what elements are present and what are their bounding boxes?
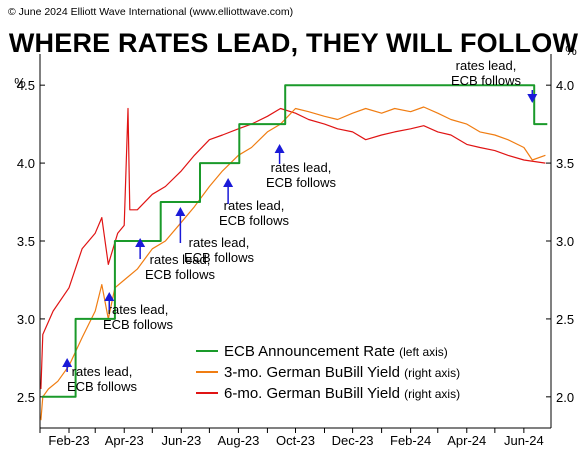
annotation-text: ECB follows bbox=[67, 379, 138, 394]
right-tick-label: 2.0 bbox=[556, 390, 574, 405]
x-tick-label: Feb-23 bbox=[48, 433, 89, 448]
annotation-text: ECB follows bbox=[184, 250, 255, 265]
annotation-arrow-head bbox=[223, 178, 234, 187]
series-line-ecb-rate bbox=[41, 84, 548, 398]
annotation-text: ECB follows bbox=[451, 73, 522, 88]
left-tick-label: 4.5 bbox=[17, 78, 35, 93]
legend-label: ECB Announcement Rate (left axis) bbox=[224, 343, 448, 360]
x-tick-label: Jun-23 bbox=[161, 433, 201, 448]
legend-axis-note: (left axis) bbox=[399, 345, 448, 359]
x-tick-label: Feb-24 bbox=[390, 433, 431, 448]
right-tick-label: 3.5 bbox=[556, 156, 574, 171]
annotation-arrow-head bbox=[527, 94, 538, 103]
right-tick-label: 4.0 bbox=[556, 78, 574, 93]
left-axis-unit: % bbox=[14, 75, 26, 90]
left-tick-label: 3.5 bbox=[17, 234, 35, 249]
annotation-text: rates lead, bbox=[456, 58, 517, 73]
legend-label: 6-mo. German BuBill Yield (right axis) bbox=[224, 385, 460, 402]
right-tick-label: 2.5 bbox=[556, 312, 574, 327]
right-tick-label: 3.0 bbox=[556, 234, 574, 249]
annotation-text: ECB follows bbox=[103, 317, 174, 332]
annotation-text: rates lead, bbox=[271, 160, 332, 175]
legend-axis-note: (right axis) bbox=[404, 366, 460, 380]
annotation-text: ECB follows bbox=[219, 213, 290, 228]
copyright-text: © June 2024 Elliott Wave International (… bbox=[8, 6, 294, 18]
x-tick-label: Apr-24 bbox=[447, 433, 486, 448]
x-tick-label: Apr-23 bbox=[105, 433, 144, 448]
annotation-text: rates lead, bbox=[224, 198, 285, 213]
annotation-text: rates lead, bbox=[150, 252, 211, 267]
annotation-arrow-head bbox=[104, 292, 115, 301]
x-tick-label: Oct-23 bbox=[276, 433, 315, 448]
series-line-bubill-3mo bbox=[40, 106, 546, 421]
annotation-arrow-head bbox=[135, 238, 146, 247]
annotation-text: ECB follows bbox=[145, 267, 216, 282]
x-tick-label: Dec-23 bbox=[332, 433, 374, 448]
annotation-arrow-head bbox=[175, 207, 186, 216]
annotation-text: rates lead, bbox=[108, 302, 169, 317]
annotation-text: rates lead, bbox=[72, 364, 133, 379]
chart-title: WHERE RATES LEAD, THEY WILL FOLLOW bbox=[8, 28, 579, 58]
left-tick-label: 3.0 bbox=[17, 312, 35, 327]
x-tick-label: Aug-23 bbox=[217, 433, 259, 448]
annotation-arrow-head bbox=[62, 358, 73, 367]
legend-axis-note: (right axis) bbox=[404, 387, 460, 401]
left-tick-label: 2.5 bbox=[17, 390, 35, 405]
annotation-text: rates lead, bbox=[189, 235, 250, 250]
legend-label: 3-mo. German BuBill Yield (right axis) bbox=[224, 364, 460, 381]
annotation-arrow-head bbox=[274, 144, 285, 153]
left-tick-label: 4.0 bbox=[17, 156, 35, 171]
right-axis-unit: % bbox=[565, 43, 577, 58]
x-tick-label: Jun-24 bbox=[504, 433, 544, 448]
annotation-text: ECB follows bbox=[266, 175, 337, 190]
